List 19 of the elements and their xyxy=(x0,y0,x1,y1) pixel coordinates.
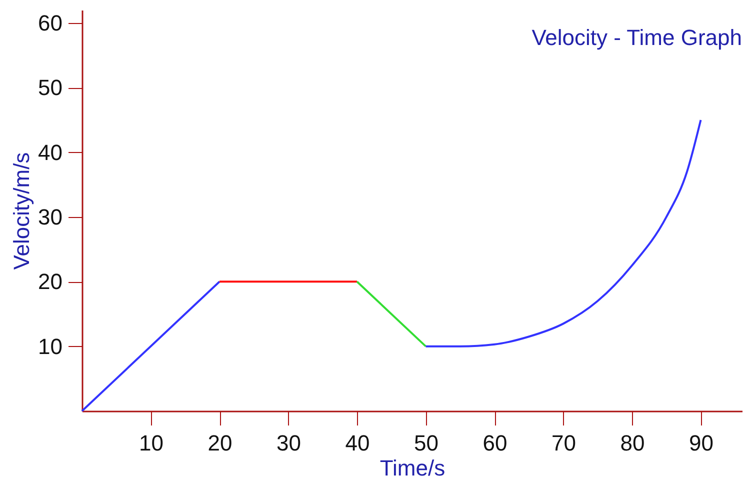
x-tick-label: 60 xyxy=(482,430,508,456)
x-tick-label: 80 xyxy=(620,430,645,456)
x-axis-title: Time/s xyxy=(380,456,446,480)
x-tick-label: 30 xyxy=(276,430,301,456)
text: Velocity - Time Graph xyxy=(532,25,742,50)
x-tick-label: 20 xyxy=(208,430,232,456)
y-tick-label: 20 xyxy=(38,269,62,294)
y-tick-label: 30 xyxy=(38,204,62,230)
x-tick-label: 10 xyxy=(139,430,164,456)
y-tick-label: 60 xyxy=(38,10,62,36)
line-series xyxy=(424,118,702,348)
y-tick-label: 40 xyxy=(38,140,62,165)
x-tick-label: 50 xyxy=(414,430,438,456)
y-tick-label: 10 xyxy=(38,334,62,359)
x-tick-label: 70 xyxy=(552,430,576,456)
x-tick-label: 40 xyxy=(345,430,370,456)
x-tick-label: 90 xyxy=(689,430,714,456)
y-axis-title: Velocity/m/s xyxy=(9,152,34,270)
y-tick-label: 50 xyxy=(38,75,62,100)
